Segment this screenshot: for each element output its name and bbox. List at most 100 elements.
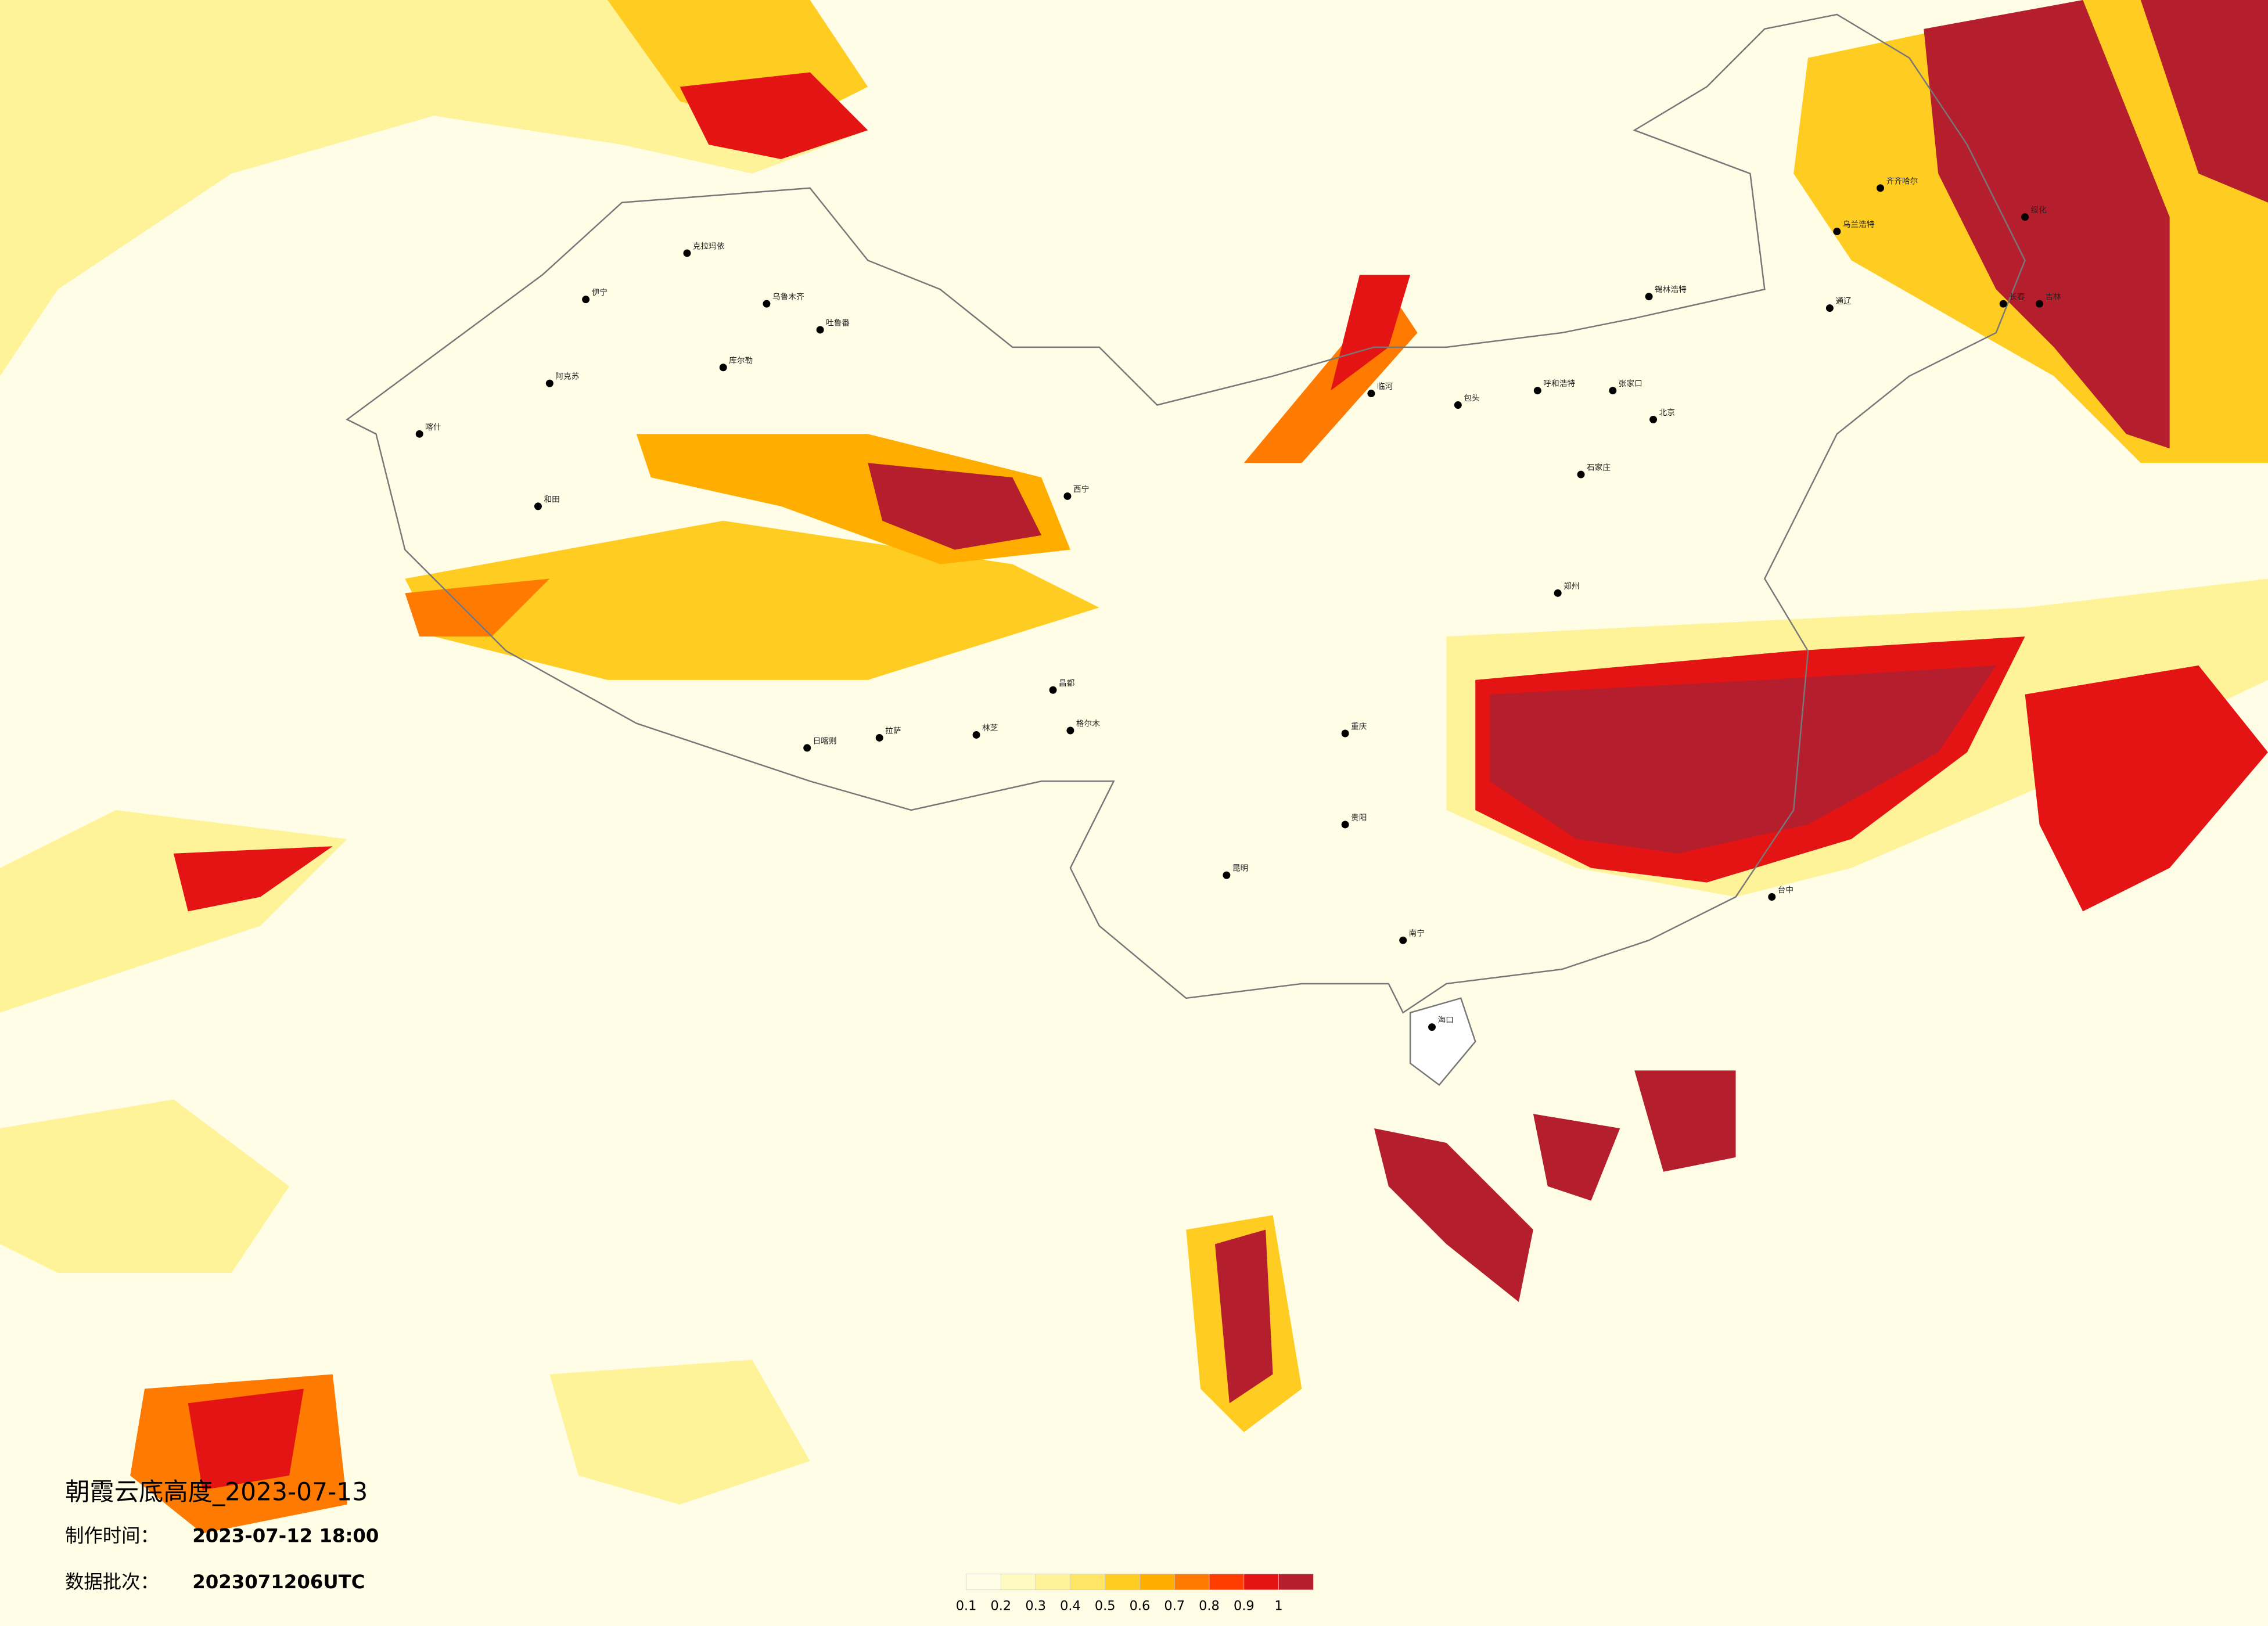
city-label: 郑州 — [1563, 582, 1579, 591]
city-dot — [1768, 893, 1776, 901]
city-dot — [1367, 390, 1375, 398]
city-dot — [683, 249, 691, 257]
city-label: 喀什 — [425, 423, 441, 432]
batch-label: 数据批次： — [65, 1571, 159, 1593]
city-dot — [2021, 213, 2029, 221]
city-dot — [1833, 228, 1841, 236]
city-dot — [1577, 470, 1585, 479]
made-time: 2023-07-12 18:00 — [192, 1525, 379, 1547]
country-outline — [346, 13, 2026, 1014]
legend-swatch — [1070, 1573, 1106, 1591]
city-dot — [1341, 729, 1349, 738]
city-label: 锡林浩特 — [1655, 285, 1687, 294]
city-label: 海口 — [1437, 1016, 1453, 1025]
legend-swatch — [966, 1573, 1001, 1591]
city-label: 伊宁 — [592, 287, 608, 297]
city-dot — [972, 731, 980, 739]
legend-tick: 0.1 — [956, 1599, 977, 1614]
city-label: 日喀则 — [813, 736, 837, 746]
city-label: 北京 — [1659, 408, 1675, 418]
city-dot — [1825, 304, 1834, 312]
made-label: 制作时间： — [65, 1525, 159, 1547]
city-dot — [763, 300, 771, 308]
city-label: 吐鲁番 — [826, 318, 850, 328]
city-label: 西宁 — [1073, 484, 1089, 494]
city-label: 乌鲁木齐 — [772, 293, 804, 302]
city-label: 乌兰浩特 — [1843, 220, 1875, 229]
city-dot — [1877, 184, 1885, 192]
city-dot — [1428, 1023, 1436, 1031]
city-dot — [1649, 415, 1658, 423]
city-dot — [534, 502, 542, 510]
legend-tick: 0.9 — [1234, 1599, 1255, 1614]
city-label: 呼和浩特 — [1543, 379, 1575, 388]
city-dot — [1341, 821, 1349, 829]
city-dot — [803, 744, 811, 752]
city-dot — [1066, 726, 1074, 735]
city-label: 包头 — [1464, 394, 1479, 403]
title: 朝霞云底高度_2023-07-13 — [65, 1477, 368, 1506]
city-dot — [1533, 387, 1541, 395]
legend-swatch — [1001, 1573, 1036, 1591]
legend: 0.1 0.2 0.3 0.4 0.5 0.6 0.7 0.8 0.9 1 — [956, 1573, 1314, 1614]
city-dot — [1063, 492, 1072, 500]
city-dot — [875, 733, 883, 742]
legend-swatch — [1105, 1573, 1140, 1591]
city-dot — [582, 296, 590, 304]
legend-tick: 0.4 — [1060, 1599, 1081, 1614]
city-label: 和田 — [544, 495, 559, 504]
city-dot — [1554, 589, 1562, 597]
city-dot — [415, 430, 423, 438]
legend-tick: 1 — [1274, 1599, 1282, 1614]
city-dot — [1609, 387, 1617, 395]
city-label: 克拉玛依 — [693, 242, 725, 251]
city-label: 库尔勒 — [729, 356, 753, 365]
city-dot — [816, 326, 824, 334]
city-label: 昆明 — [1232, 864, 1248, 873]
city-dot — [1645, 293, 1653, 301]
city-dot — [2036, 300, 2043, 308]
city-dot — [1049, 686, 1057, 694]
city-dot — [1454, 401, 1462, 409]
legend-tick: 0.7 — [1164, 1599, 1185, 1614]
legend-swatch — [1209, 1573, 1245, 1591]
legend-swatch — [1140, 1573, 1175, 1591]
city-label: 格尔木 — [1076, 720, 1100, 729]
island-outline — [1409, 997, 1476, 1087]
city-dot — [545, 379, 553, 387]
city-label: 绥化 — [2031, 206, 2047, 215]
city-label: 贵阳 — [1351, 813, 1367, 822]
city-dot — [1399, 936, 1407, 944]
city-dot — [1223, 871, 1231, 879]
legend-swatch — [1035, 1573, 1071, 1591]
legend-swatch — [1174, 1573, 1210, 1591]
legend-tick: 0.2 — [991, 1599, 1012, 1614]
city-label: 吉林 — [2045, 293, 2061, 302]
city-label: 齐齐哈尔 — [1886, 177, 1918, 186]
city-label: 林芝 — [982, 724, 998, 733]
city-label: 石家庄 — [1587, 463, 1611, 473]
city-label: 通辽 — [1835, 297, 1852, 306]
city-label: 台中 — [1778, 886, 1793, 895]
legend-tick: 0.3 — [1025, 1599, 1046, 1614]
city-dot — [719, 364, 727, 372]
city-label: 拉萨 — [885, 726, 901, 736]
legend-swatch — [1243, 1573, 1279, 1591]
city-label: 南宁 — [1409, 929, 1425, 938]
city-label: 重庆 — [1351, 722, 1367, 732]
legend-tick: 0.5 — [1095, 1599, 1116, 1614]
legend-tick: 0.6 — [1130, 1599, 1151, 1614]
city-layer: 克拉玛依伊宁乌鲁木齐吐鲁番库尔勒阿克苏喀什和田拉萨日喀则 林芝 昌都格尔木 西宁 临河包… — [415, 177, 2061, 1031]
legend-swatch — [1278, 1573, 1314, 1591]
city-dot — [1999, 300, 2007, 308]
city-label: 阿克苏 — [555, 372, 579, 382]
batch: 2023071206UTC — [192, 1571, 365, 1593]
city-label: 张家口 — [1619, 379, 1642, 388]
city-label: 临河 — [1377, 382, 1393, 391]
legend-tick: 0.8 — [1199, 1599, 1220, 1614]
cloud-field — [0, 0, 2268, 1534]
city-label: 昌都 — [1059, 679, 1075, 688]
city-label: 长春 — [2009, 293, 2025, 302]
